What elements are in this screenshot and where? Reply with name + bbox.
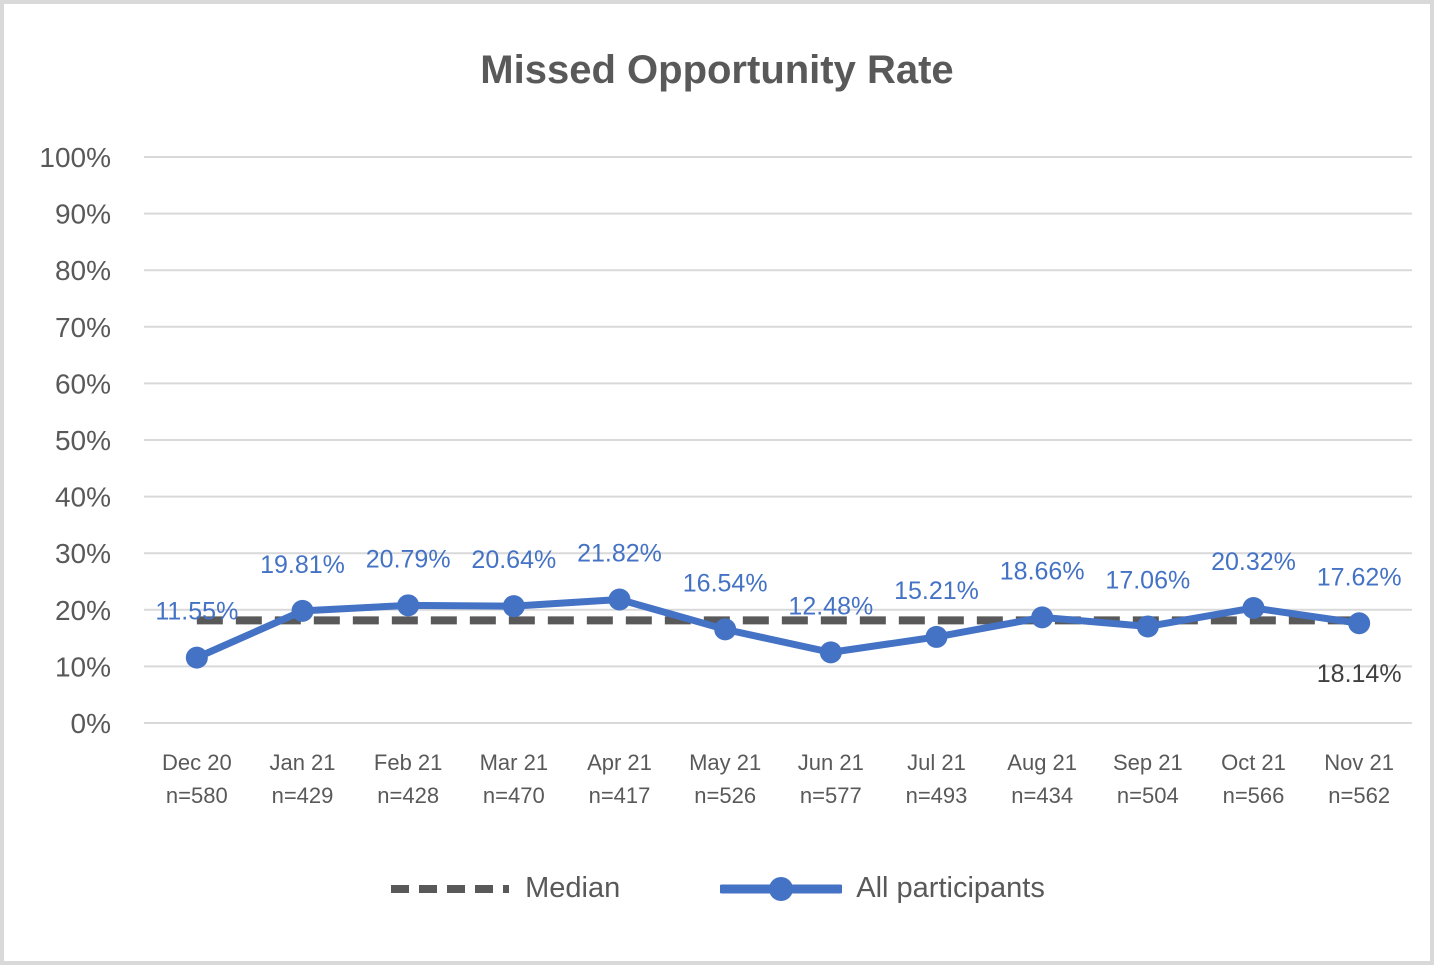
x-axis-month-label: Apr 21 <box>587 750 652 775</box>
data-point-mar-21 <box>502 595 525 618</box>
data-point-oct-21 <box>1242 596 1265 619</box>
y-axis-tick-label: 10% <box>55 651 111 682</box>
data-point-jul-21 <box>925 625 948 648</box>
legend-item-all-participants: All participants <box>720 872 1045 905</box>
x-axis-n-label: n=417 <box>589 783 651 808</box>
x-axis-month-label: Nov 21 <box>1324 750 1394 775</box>
x-axis-month-label: Aug 21 <box>1007 750 1077 775</box>
y-axis-tick-label: 100% <box>39 142 111 173</box>
x-axis-n-label: n=428 <box>377 783 439 808</box>
data-point-feb-21 <box>397 594 420 617</box>
data-point-aug-21 <box>1031 606 1054 629</box>
plot-area: 0% 10% 20% 30% 40% 50% 60% 70% 80% 90% 100% Dec 20 n… <box>39 142 1412 808</box>
y-axis-tick-label: 60% <box>55 368 111 399</box>
x-axis-month-label: Mar 21 <box>480 750 548 775</box>
y-axis-tick-label: 50% <box>55 425 111 456</box>
x-axis-n-label: n=429 <box>272 783 334 808</box>
y-axis-tick-label: 0% <box>71 708 111 739</box>
x-axis-month-label: Jan 21 <box>269 750 335 775</box>
y-axis-tick-label: 40% <box>55 482 111 513</box>
y-axis-tick-label: 90% <box>55 199 111 230</box>
y-axis-tick-label: 20% <box>55 595 111 626</box>
legend-label-median: Median <box>525 872 621 904</box>
data-label-may-21: 16.54% <box>683 569 768 597</box>
x-axis-n-label: n=577 <box>800 783 862 808</box>
data-label-feb-21: 20.79% <box>366 545 451 573</box>
y-axis-tick-label: 30% <box>55 538 111 569</box>
x-axis-month-label: Feb 21 <box>374 750 443 775</box>
median-value-label: 18.14% <box>1317 660 1402 688</box>
x-axis-n-label: n=434 <box>1011 783 1073 808</box>
y-axis-tick-label: 70% <box>55 312 111 343</box>
all-participants-line <box>193 595 1363 662</box>
x-axis-month-label: Sep 21 <box>1113 750 1183 775</box>
data-label-oct-21: 20.32% <box>1211 548 1296 576</box>
x-axis-n-label: n=562 <box>1328 783 1390 808</box>
data-label-aug-21: 18.66% <box>1000 557 1085 585</box>
y-axis-tick-label: 80% <box>55 255 111 286</box>
legend: Median All participants <box>4 872 1430 905</box>
data-label-nov-21: 17.62% <box>1317 563 1402 591</box>
x-axis-n-label: n=580 <box>166 783 228 808</box>
data-point-sep-21 <box>1136 615 1159 638</box>
x-axis-month-label: Dec 20 <box>162 750 232 775</box>
x-axis-month-label: May 21 <box>689 750 761 775</box>
data-label-jan-21: 19.81% <box>260 551 345 579</box>
data-label-dec-20: 11.55% <box>155 598 238 626</box>
all-participants-swatch-marker <box>769 876 794 901</box>
data-point-dec-20 <box>185 646 208 669</box>
median-line-swatch <box>391 884 510 893</box>
x-axis-n-label: n=493 <box>906 783 968 808</box>
data-point-apr-21 <box>608 588 631 611</box>
x-axis-month-label: Oct 21 <box>1221 750 1286 775</box>
x-axis-n-label: n=566 <box>1223 783 1285 808</box>
x-axis-month-label: Jun 21 <box>798 750 864 775</box>
data-label-apr-21: 21.82% <box>577 539 662 567</box>
chart-title: Missed Opportunity Rate <box>480 48 954 92</box>
x-axis-n-label: n=504 <box>1117 783 1179 808</box>
data-label-jul-21: 15.21% <box>894 577 979 605</box>
x-axis-n-label: n=526 <box>694 783 756 808</box>
data-point-may-21 <box>714 618 737 641</box>
all-participants-line-swatch <box>720 876 843 901</box>
x-axis-month-label: Jul 21 <box>907 750 966 775</box>
data-label-mar-21: 20.64% <box>471 546 556 574</box>
data-label-jun-21: 12.48% <box>788 592 873 620</box>
data-label-sep-21: 17.06% <box>1105 566 1190 594</box>
x-axis-n-label: n=470 <box>483 783 545 808</box>
data-point-jun-21 <box>819 641 842 664</box>
data-point-jan-21 <box>291 599 314 622</box>
legend-item-median: Median <box>389 872 620 905</box>
data-point-nov-21 <box>1348 612 1371 635</box>
legend-label-all-participants: All participants <box>856 872 1045 904</box>
